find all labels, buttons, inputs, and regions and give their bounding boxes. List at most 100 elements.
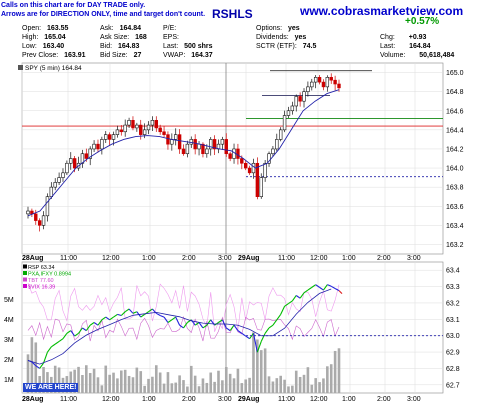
candle-body: [306, 86, 310, 92]
candle-body: [224, 139, 228, 155]
rsp-line-segment: [272, 319, 278, 326]
rsp-line-segment: [62, 332, 68, 340]
rsp-line-segment: [179, 324, 184, 329]
website-link[interactable]: www.cobrasmarketview.com: [300, 4, 464, 18]
rsp-line-segment: [82, 327, 87, 332]
volume-bar: [81, 375, 84, 393]
candle-body: [49, 186, 54, 197]
quote-field-label: Dividends:: [256, 34, 289, 41]
rsp-line-segment: [171, 316, 177, 321]
rsp-line-segment: [43, 352, 48, 364]
quote-field-value: 164.84: [407, 43, 431, 50]
quote-field: Ask Size: 168: [100, 33, 147, 42]
volume-bar: [127, 375, 131, 393]
rsp-line-segment: [194, 322, 200, 326]
rsp-line-segment: [268, 324, 274, 329]
quote-field: Chg: +0.93: [380, 33, 426, 42]
volume-bar: [236, 368, 240, 393]
price-x-tick-label: 3:00: [218, 255, 232, 262]
quote-field-value: 74.5: [300, 43, 317, 50]
candle-body: [158, 127, 162, 133]
rsp-line-segment: [39, 362, 44, 369]
candle-body: [263, 162, 267, 178]
quote-field-label: High:: [22, 34, 39, 41]
volume-bar: [178, 375, 181, 393]
candle-body: [193, 139, 197, 150]
candle-body: [181, 148, 186, 155]
candle-body: [189, 139, 193, 145]
volume-bar: [189, 365, 193, 393]
quote-field: Options: yes: [256, 24, 300, 33]
candle-body: [313, 77, 318, 83]
candle-body: [174, 134, 178, 140]
quote-field: SCTR (ETF): 74.5: [256, 42, 316, 51]
quote-field-value: yes: [292, 34, 307, 41]
volume-bar: [213, 381, 216, 393]
volume-bar: [224, 367, 228, 393]
indicator-y-tick-label: 62.8: [446, 366, 460, 373]
volume-bar: [259, 350, 263, 393]
candle-body: [177, 134, 182, 150]
candle-body: [267, 153, 271, 164]
candle-body: [96, 143, 100, 150]
chart-title: RSHLS: [212, 7, 253, 21]
candle-body: [259, 177, 263, 198]
price-y-tick-label: 163.8: [446, 185, 464, 192]
quote-field-value: 165.04: [42, 34, 66, 41]
volume-y-tick-label: 2M: [4, 357, 14, 364]
indicator-y-tick-label: 63.3: [446, 284, 460, 291]
volume-bar: [158, 372, 162, 393]
volume-bar: [154, 365, 158, 393]
quote-field-value: 163.55: [45, 25, 69, 32]
volume-bar: [209, 372, 213, 393]
candle-body: [209, 139, 213, 150]
rsp-line-segment: [291, 295, 297, 302]
rsp-line-segment: [264, 327, 270, 334]
vix-line: [27, 283, 340, 332]
rsp-line-segment: [319, 286, 324, 291]
quote-field-label: SCTR (ETF):: [256, 43, 297, 50]
price-y-tick-label: 163.6: [446, 204, 464, 211]
indicator-x-tick-label: 11:00: [60, 396, 77, 403]
volume-bar: [182, 380, 185, 393]
quote-field: Low: 163.40: [22, 42, 64, 51]
candle-body: [100, 139, 104, 150]
change-percent: +0.57%: [405, 16, 440, 27]
rsp-line-segment: [323, 284, 328, 291]
quote-field-label: Low:: [22, 43, 37, 50]
trade-note: Calls on this chart are for DAY TRADE on…: [1, 1, 205, 19]
candle-body: [205, 148, 209, 155]
rsp-line-segment: [206, 319, 212, 326]
volume-bar: [96, 377, 100, 393]
quote-field-label: Ask Size:: [100, 34, 130, 41]
candle-body: [329, 77, 333, 81]
rsp-line-segment: [46, 346, 52, 353]
candle-body: [115, 129, 120, 135]
quote-field-value: 164.37: [189, 52, 213, 59]
indicator-legend-swatch: [23, 271, 27, 275]
candle-body: [154, 120, 158, 129]
candle-body: [142, 129, 147, 135]
rsp-line-segment: [288, 300, 293, 305]
volume-bar: [221, 380, 224, 393]
volume-bar: [267, 376, 271, 393]
price-x-tick-label: 3:00: [407, 255, 421, 262]
quote-field-value: 168: [133, 34, 147, 41]
rsp-line-segment: [163, 316, 169, 323]
volume-bar: [104, 365, 108, 393]
quote-field-label: P/E:: [163, 25, 177, 32]
volume-bar: [232, 378, 236, 393]
indicator-x-tick-label: 2:00: [377, 396, 391, 403]
rsp-line-segment: [183, 322, 188, 329]
volume-bar: [77, 366, 80, 393]
rsp-line-segment: [132, 311, 138, 314]
quote-field-value: +0.93: [406, 34, 427, 41]
quote-field-label: Prev Close:: [22, 52, 59, 59]
rsp-last-tick: [338, 290, 343, 295]
candle-body: [337, 83, 341, 89]
rsp-line-segment: [156, 312, 161, 316]
indicator-legend-swatch: [23, 277, 27, 282]
candle-body: [41, 215, 46, 226]
indicator-y-tick-label: 63.4: [446, 268, 460, 275]
volume-bar: [139, 371, 143, 393]
